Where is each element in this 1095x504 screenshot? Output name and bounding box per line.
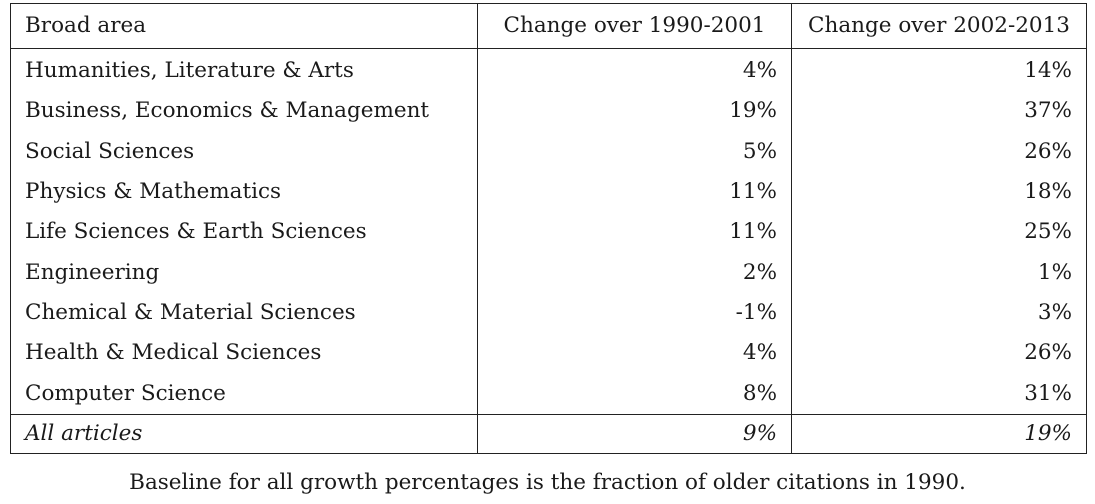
- table-row: Life Sciences & Earth Sciences 11% 25%: [11, 212, 1087, 253]
- growth-table-container: Broad area Change over 1990-2001 Change …: [10, 3, 1087, 454]
- row-change-1990-2001: 5%: [477, 131, 792, 172]
- row-change-2002-2013: 25%: [791, 212, 1087, 253]
- table-row: Engineering 2% 1%: [11, 252, 1087, 293]
- table-row: Computer Science 8% 31%: [11, 373, 1087, 415]
- row-area-label: Business, Economics & Management: [25, 98, 430, 124]
- citation-growth-table: Broad area Change over 1990-2001 Change …: [10, 3, 1087, 454]
- total-change-1990-2001: 9%: [477, 413, 792, 454]
- table-row: Physics & Mathematics 11% 18%: [11, 171, 1087, 213]
- row-change-2002-2013: 31%: [791, 373, 1087, 415]
- header-broad-area: Broad area: [10, 3, 478, 49]
- table-row: Chemical & Material Sciences -1% 3%: [11, 292, 1087, 334]
- row-change-1990-2001: 4%: [477, 48, 792, 92]
- table-row: Humanities, Literature & Arts 4% 14%: [11, 48, 1087, 92]
- row-area-label: Engineering: [25, 259, 160, 285]
- row-change-2002-2013: 14%: [791, 48, 1087, 92]
- table-row: Business, Economics & Management 19% 37%: [11, 91, 1087, 132]
- row-change-2002-2013: 18%: [791, 171, 1087, 213]
- row-change-1990-2001: 2%: [477, 252, 792, 293]
- row-change-2002-2013: 26%: [791, 333, 1087, 374]
- row-area-label: Health & Medical Sciences: [25, 340, 322, 366]
- row-change-1990-2001: 11%: [477, 212, 792, 253]
- row-change-2002-2013: 3%: [791, 292, 1087, 334]
- row-change-1990-2001: 19%: [477, 91, 792, 132]
- row-area-label: Chemical & Material Sciences: [25, 299, 356, 325]
- row-area-label: Life Sciences & Earth Sciences: [25, 219, 367, 245]
- total-change-2002-2013: 19%: [791, 413, 1087, 454]
- header-change-2002-2013: Change over 2002-2013: [791, 3, 1087, 49]
- table-row: Health & Medical Sciences 4% 26%: [11, 333, 1087, 374]
- total-area-label: All articles: [10, 413, 478, 454]
- row-area-label: Physics & Mathematics: [25, 179, 282, 205]
- row-change-1990-2001: -1%: [477, 292, 792, 334]
- table-caption: Baseline for all growth percentages is t…: [129, 470, 966, 495]
- row-area-label: Humanities, Literature & Arts: [25, 58, 354, 84]
- table-row: Social Sciences 5% 26%: [11, 131, 1087, 172]
- table-total-row: All articles 9% 19%: [10, 413, 1087, 454]
- row-change-1990-2001: 8%: [477, 373, 792, 415]
- row-area-label: Social Sciences: [25, 138, 195, 164]
- row-area-label: Computer Science: [25, 380, 226, 406]
- header-change-1990-2001: Change over 1990-2001: [477, 3, 792, 49]
- row-change-2002-2013: 1%: [791, 252, 1087, 293]
- table-header-row: Broad area Change over 1990-2001 Change …: [10, 3, 1087, 49]
- row-change-1990-2001: 4%: [477, 333, 792, 374]
- row-change-2002-2013: 37%: [791, 91, 1087, 132]
- row-change-2002-2013: 26%: [791, 131, 1087, 172]
- row-change-1990-2001: 11%: [477, 171, 792, 213]
